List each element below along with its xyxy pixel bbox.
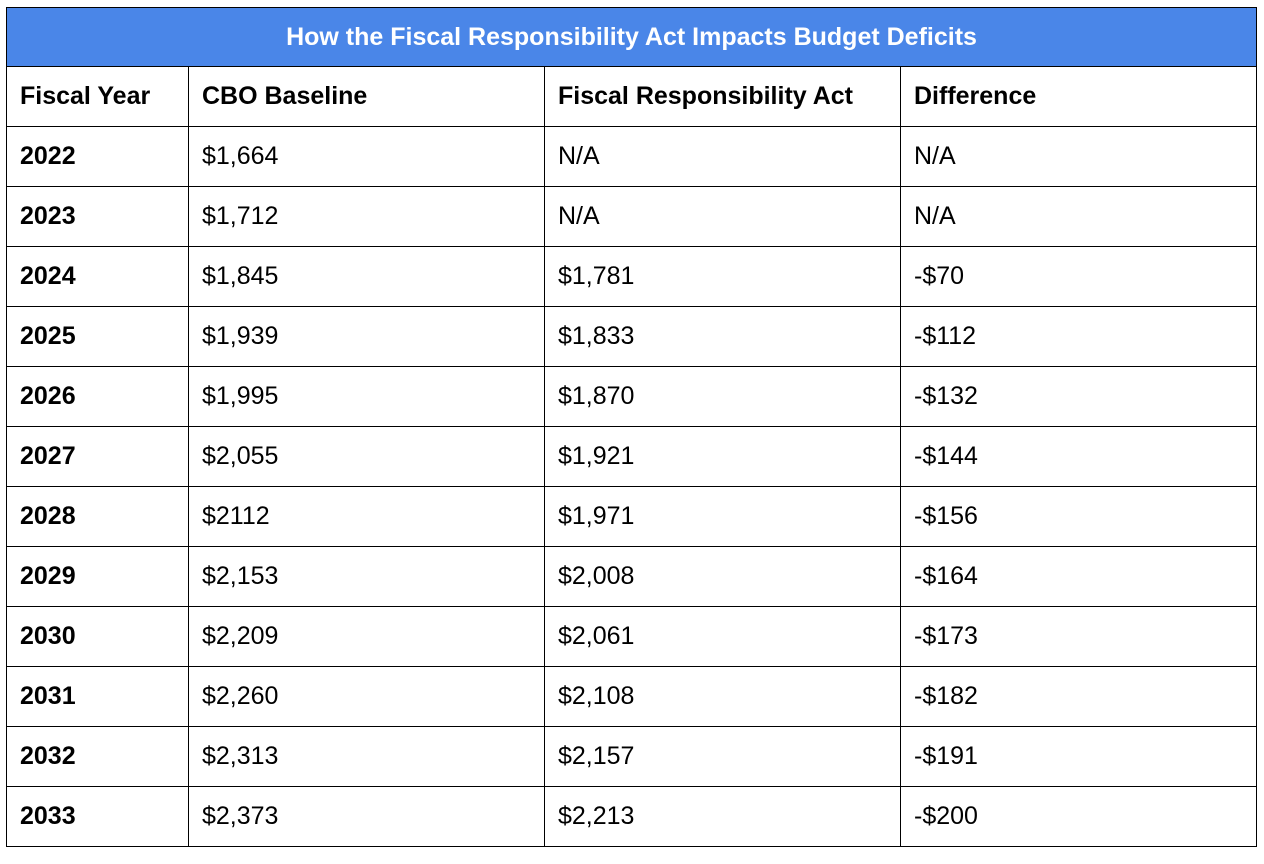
table-row: 2031 $2,260 $2,108 -$182 (6, 666, 1257, 727)
difference-cell: -$156 (900, 486, 1257, 547)
table-row: 2025 $1,939 $1,833 -$112 (6, 306, 1257, 367)
header-fiscal-year: Fiscal Year (6, 66, 189, 127)
header-difference: Difference (900, 66, 1257, 127)
year-cell: 2028 (6, 486, 189, 547)
difference-cell: -$132 (900, 366, 1257, 427)
difference-cell: -$173 (900, 606, 1257, 667)
year-cell: 2022 (6, 126, 189, 187)
table-row: 2023 $1,712 N/A N/A (6, 186, 1257, 247)
fra-cell: N/A (544, 186, 901, 247)
year-cell: 2026 (6, 366, 189, 427)
table-row: 2022 $1,664 N/A N/A (6, 126, 1257, 187)
year-cell: 2032 (6, 726, 189, 787)
cbo-baseline-cell: $1,939 (188, 306, 545, 367)
fra-cell: $1,971 (544, 486, 901, 547)
fra-cell: $2,157 (544, 726, 901, 787)
cbo-baseline-cell: $2,313 (188, 726, 545, 787)
header-fiscal-responsibility-act: Fiscal Responsibility Act (544, 66, 901, 127)
cbo-baseline-cell: $2,055 (188, 426, 545, 487)
cbo-baseline-cell: $2,209 (188, 606, 545, 667)
difference-cell: -$164 (900, 546, 1257, 607)
deficit-table-container: How the Fiscal Responsibility Act Impact… (6, 7, 1257, 847)
difference-cell: N/A (900, 186, 1257, 247)
table-title: How the Fiscal Responsibility Act Impact… (6, 7, 1257, 67)
year-cell: 2030 (6, 606, 189, 667)
table-title-row: How the Fiscal Responsibility Act Impact… (6, 7, 1257, 67)
table-row: 2027 $2,055 $1,921 -$144 (6, 426, 1257, 487)
table-row: 2028 $2112 $1,971 -$156 (6, 486, 1257, 547)
cbo-baseline-cell: $2,153 (188, 546, 545, 607)
fra-cell: $1,781 (544, 246, 901, 307)
fra-cell: $1,833 (544, 306, 901, 367)
fra-cell: $1,921 (544, 426, 901, 487)
year-cell: 2027 (6, 426, 189, 487)
fra-cell: N/A (544, 126, 901, 187)
difference-cell: -$70 (900, 246, 1257, 307)
fra-cell: $2,061 (544, 606, 901, 667)
cbo-baseline-cell: $2,260 (188, 666, 545, 727)
cbo-baseline-cell: $2,373 (188, 786, 545, 847)
difference-cell: -$182 (900, 666, 1257, 727)
difference-cell: N/A (900, 126, 1257, 187)
fra-cell: $2,108 (544, 666, 901, 727)
table-row: 2024 $1,845 $1,781 -$70 (6, 246, 1257, 307)
difference-cell: -$112 (900, 306, 1257, 367)
cbo-baseline-cell: $1,664 (188, 126, 545, 187)
table-row: 2029 $2,153 $2,008 -$164 (6, 546, 1257, 607)
cbo-baseline-cell: $1,995 (188, 366, 545, 427)
table-row: 2030 $2,209 $2,061 -$173 (6, 606, 1257, 667)
cbo-baseline-cell: $1,845 (188, 246, 545, 307)
table-row: 2033 $2,373 $2,213 -$200 (6, 786, 1257, 847)
difference-cell: -$191 (900, 726, 1257, 787)
year-cell: 2029 (6, 546, 189, 607)
fra-cell: $2,008 (544, 546, 901, 607)
header-cbo-baseline: CBO Baseline (188, 66, 545, 127)
table-row: 2026 $1,995 $1,870 -$132 (6, 366, 1257, 427)
deficit-table: How the Fiscal Responsibility Act Impact… (6, 7, 1257, 847)
cbo-baseline-cell: $1,712 (188, 186, 545, 247)
cbo-baseline-cell: $2112 (188, 486, 545, 547)
table-header-row: Fiscal Year CBO Baseline Fiscal Responsi… (6, 66, 1257, 127)
year-cell: 2033 (6, 786, 189, 847)
fra-cell: $1,870 (544, 366, 901, 427)
difference-cell: -$144 (900, 426, 1257, 487)
difference-cell: -$200 (900, 786, 1257, 847)
table-row: 2032 $2,313 $2,157 -$191 (6, 726, 1257, 787)
fra-cell: $2,213 (544, 786, 901, 847)
year-cell: 2024 (6, 246, 189, 307)
year-cell: 2031 (6, 666, 189, 727)
year-cell: 2025 (6, 306, 189, 367)
year-cell: 2023 (6, 186, 189, 247)
